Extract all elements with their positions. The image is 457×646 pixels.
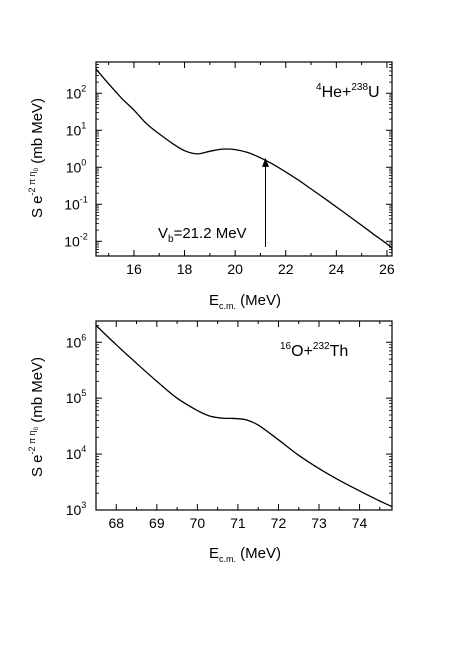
chart-bottom-panel: Ec.m. (MeV) S e-2 π η0 (mb MeV) 16O+232T… [27,320,393,564]
x-tick-label: 26 [379,261,395,277]
x-tick-label: 71 [230,515,246,531]
barrier-arrow-head [262,157,270,167]
x-tick-label: 70 [190,515,206,531]
plot-frame [95,320,393,511]
x-tick-label: 72 [271,515,287,531]
plot-frame [95,61,393,257]
x-axis-title: Ec.m. (MeV) [209,292,281,311]
x-axis-title: Ec.m. (MeV) [209,545,281,564]
y-axis-title: S e-2 π η0 (mb MeV) [27,357,46,477]
x-tick-label: 16 [126,261,142,277]
y-tick-label: 10-1 [64,194,88,212]
y-tick-label: 106 [66,332,87,350]
x-tick-label: 74 [352,515,368,531]
y-tick-label: 10-2 [64,231,88,249]
y-tick-label: 102 [66,83,87,101]
y-tick-label: 104 [66,444,87,462]
x-tick-label: 18 [177,261,193,277]
y-tick-label: 101 [66,120,87,138]
x-tick-label: 24 [329,261,345,277]
reaction-label: 16O+232Th [280,341,348,360]
x-tick-label: 22 [278,261,294,277]
data-curve [95,68,393,249]
data-curve [95,324,393,508]
barrier-label: Vb=21.2 MeV [158,225,247,245]
y-tick-label: 103 [66,500,87,518]
x-tick-label: 20 [227,261,243,277]
chart-top-panel: Ec.m. (MeV) S e-2 π η0 (mb MeV) 4He+238U… [27,61,395,311]
x-tick-label: 69 [149,515,165,531]
x-tick-label: 73 [311,515,327,531]
reaction-label: 4He+238U [316,82,380,101]
y-axis-title: S e-2 π η0 (mb MeV) [27,98,46,218]
y-tick-label: 105 [66,388,87,406]
y-tick-label: 100 [66,157,87,175]
x-tick-label: 68 [108,515,124,531]
